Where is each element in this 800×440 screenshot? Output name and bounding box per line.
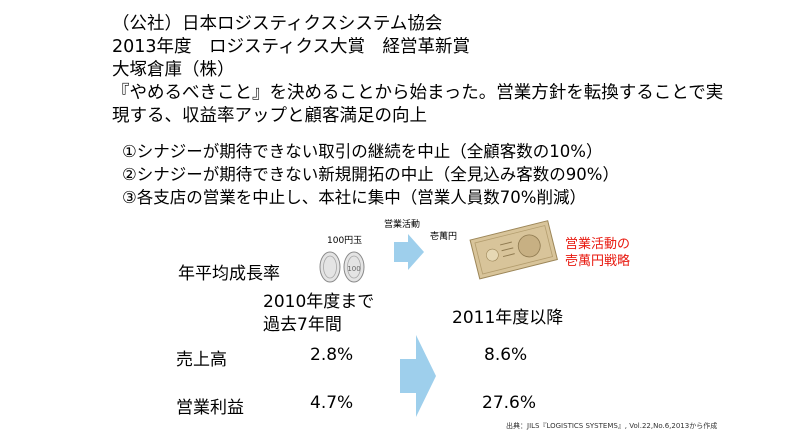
row-header: 年平均成長率	[178, 264, 280, 284]
arrow-right-icon	[400, 335, 436, 417]
summary-line-2: 現する、収益率アップと顧客満足の向上	[112, 106, 427, 126]
coins-label: 100円玉	[327, 236, 363, 246]
sales-before-value: 2.8%	[310, 345, 354, 365]
col-after: 2011年度以降	[452, 308, 564, 328]
profit-before-value: 4.7%	[310, 393, 354, 413]
col-before-line-1: 2010年度まで	[263, 292, 375, 312]
source-note: 出典：JILS『LOGISTICS SYSTEMS』, Vol.22,No.6,…	[506, 422, 718, 430]
company-name: 大塚倉庫（株）	[112, 60, 235, 80]
row-label-sales: 売上高	[176, 350, 227, 370]
bill-label: 壱萬円	[430, 232, 458, 242]
org-name: （公社）日本ロジスティクスシステム協会	[112, 14, 443, 34]
strategy-label-line-2: 壱萬円戦略	[565, 254, 631, 269]
sales-after-value: 8.6%	[484, 345, 528, 365]
banknote-icon	[469, 220, 558, 280]
row-label-operating-profit: 営業利益	[176, 398, 244, 418]
svg-text:100: 100	[347, 265, 360, 273]
strategy-label-line-1: 営業活動の	[565, 237, 631, 252]
list-item: ①シナジーが期待できない取引の継続を中止（全顧客数の10%）	[122, 142, 603, 161]
summary-line-1: 『やめるべきこと』を決めることから始まった。営業方針を転換することで実	[112, 83, 724, 103]
col-before-line-2: 過去7年間	[263, 315, 342, 335]
list-item: ②シナジーが期待できない新規開拓の中止（全見込み客数の90%）	[122, 165, 619, 184]
list-item: ③各支店の営業を中止し、本社に集中（営業人員数70%削減）	[122, 188, 586, 207]
coin-icon: 100	[319, 251, 365, 283]
profit-after-value: 27.6%	[482, 393, 537, 413]
arrow-label: 営業活動	[384, 220, 421, 230]
arrow-right-icon	[394, 234, 424, 270]
award-title: 2013年度 ロジスティクス大賞 経営革新賞	[112, 37, 470, 57]
